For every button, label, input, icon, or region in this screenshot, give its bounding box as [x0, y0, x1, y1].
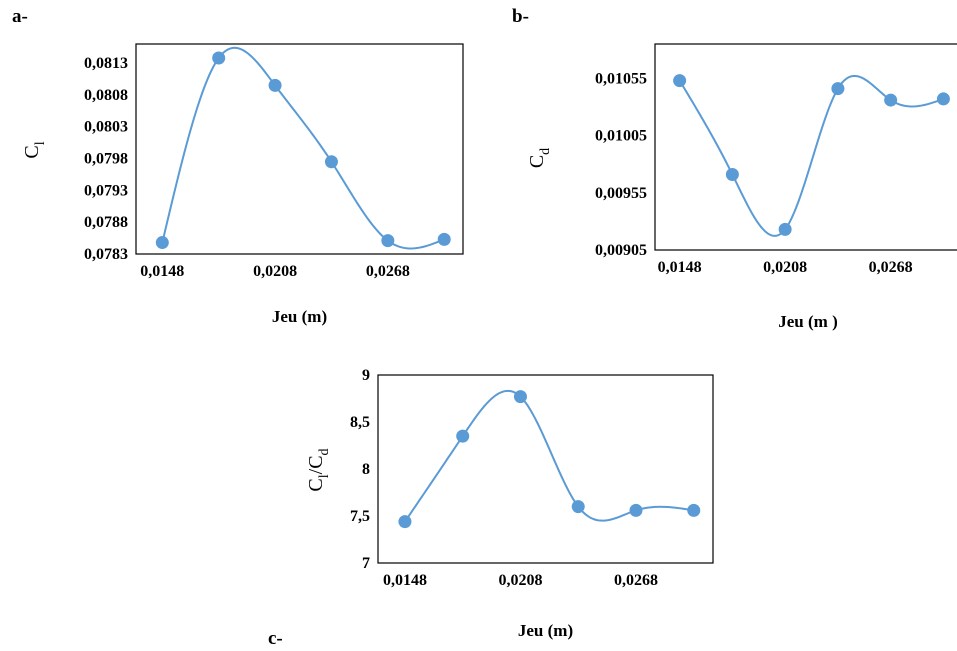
- data-point: [324, 155, 338, 169]
- x-axis-title: Jeu (m): [272, 307, 327, 326]
- y-tick-label: 0,0813: [84, 55, 128, 72]
- y-tick-label: 0,0788: [84, 214, 128, 231]
- y-tick-label: 0,0798: [84, 151, 128, 168]
- panel-label-c: c-: [268, 628, 283, 649]
- data-point: [381, 234, 395, 248]
- data-point: [155, 236, 169, 250]
- y-tick-label: 0,0793: [84, 182, 128, 199]
- y-tick-label: 0,0808: [84, 87, 128, 104]
- x-tick-label: 0,0208: [253, 263, 297, 280]
- x-tick-label: 0,0148: [140, 263, 184, 280]
- x-tick-label: 0,0268: [366, 263, 410, 280]
- y-tick-label: 0,0803: [84, 119, 128, 136]
- data-point: [268, 78, 282, 92]
- plot-frame: [135, 43, 464, 255]
- y-tick-label: 0,0783: [84, 246, 128, 263]
- data-point: [212, 51, 226, 65]
- data-point: [437, 232, 451, 246]
- series-line: [161, 46, 445, 250]
- y-axis-title: Cl: [21, 141, 48, 158]
- panel-label-a: a-: [12, 6, 28, 27]
- panel-label-b: b-: [512, 6, 529, 27]
